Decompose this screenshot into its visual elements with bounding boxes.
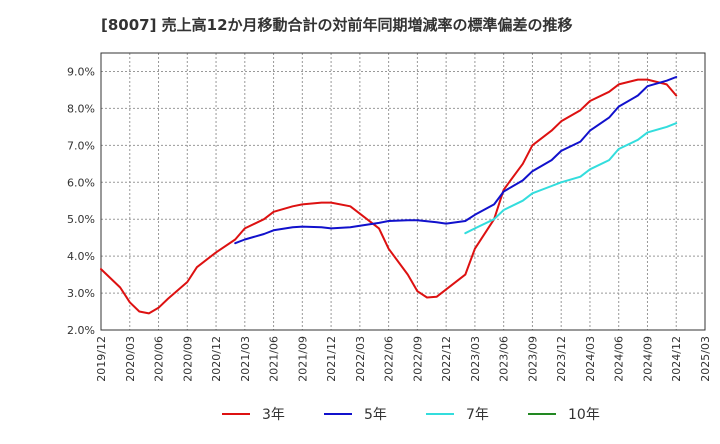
series-line-3: [464, 122, 678, 235]
x-tick-label: 2021/06: [268, 336, 281, 382]
legend-label-2: 5年: [364, 407, 387, 423]
y-tick-label: 6.0%: [67, 176, 95, 189]
x-tick-label: 2020/12: [210, 336, 223, 382]
x-tick-label: 2024/06: [613, 336, 626, 382]
x-tick-label: 2020/09: [181, 336, 194, 382]
y-tick-label: 4.0%: [67, 250, 95, 263]
x-tick-label: 2021/09: [296, 336, 309, 382]
y-tick-label: 5.0%: [67, 213, 95, 226]
chart-title: [8007] 売上高12か月移動合計の対前年同期増減率の標準偏差の推移: [101, 16, 573, 34]
x-tick-label: 2021/12: [325, 336, 338, 382]
y-tick-label: 8.0%: [67, 102, 95, 115]
y-tick-label: 9.0%: [67, 65, 95, 78]
y-tick-label: 7.0%: [67, 139, 95, 152]
x-tick-label: 2022/03: [354, 336, 367, 382]
x-tick-label: 2022/06: [383, 336, 396, 382]
legend-label-3: 7年: [466, 407, 489, 423]
x-tick-label: 2023/09: [526, 336, 539, 382]
x-tick-label: 2019/12: [95, 336, 108, 382]
x-tick-label: 2022/12: [440, 336, 453, 382]
x-tick-label: 2020/03: [124, 336, 137, 382]
plot-area: [100, 52, 706, 331]
y-tick-label: 2.0%: [67, 324, 95, 337]
x-tick-label: 2022/09: [411, 336, 424, 382]
legend-label-1: 3年: [262, 407, 285, 423]
x-tick-label: 2021/03: [239, 336, 252, 382]
x-tick-label: 2024/03: [584, 336, 597, 382]
x-tick-label: 2025/03: [699, 336, 712, 382]
legend-label-4: 10年: [568, 407, 600, 423]
x-tick-label: 2024/09: [641, 336, 654, 382]
x-tick-label: 2024/12: [670, 336, 683, 382]
y-tick-label: 3.0%: [67, 287, 95, 300]
series-line-2: [234, 76, 678, 245]
x-tick-label: 2020/06: [153, 336, 166, 382]
plot-frame: [100, 52, 706, 331]
x-tick-label: 2023/12: [555, 336, 568, 382]
x-tick-label: 2023/06: [498, 336, 511, 382]
x-tick-label: 2023/03: [469, 336, 482, 382]
series-line-1: [100, 78, 678, 315]
